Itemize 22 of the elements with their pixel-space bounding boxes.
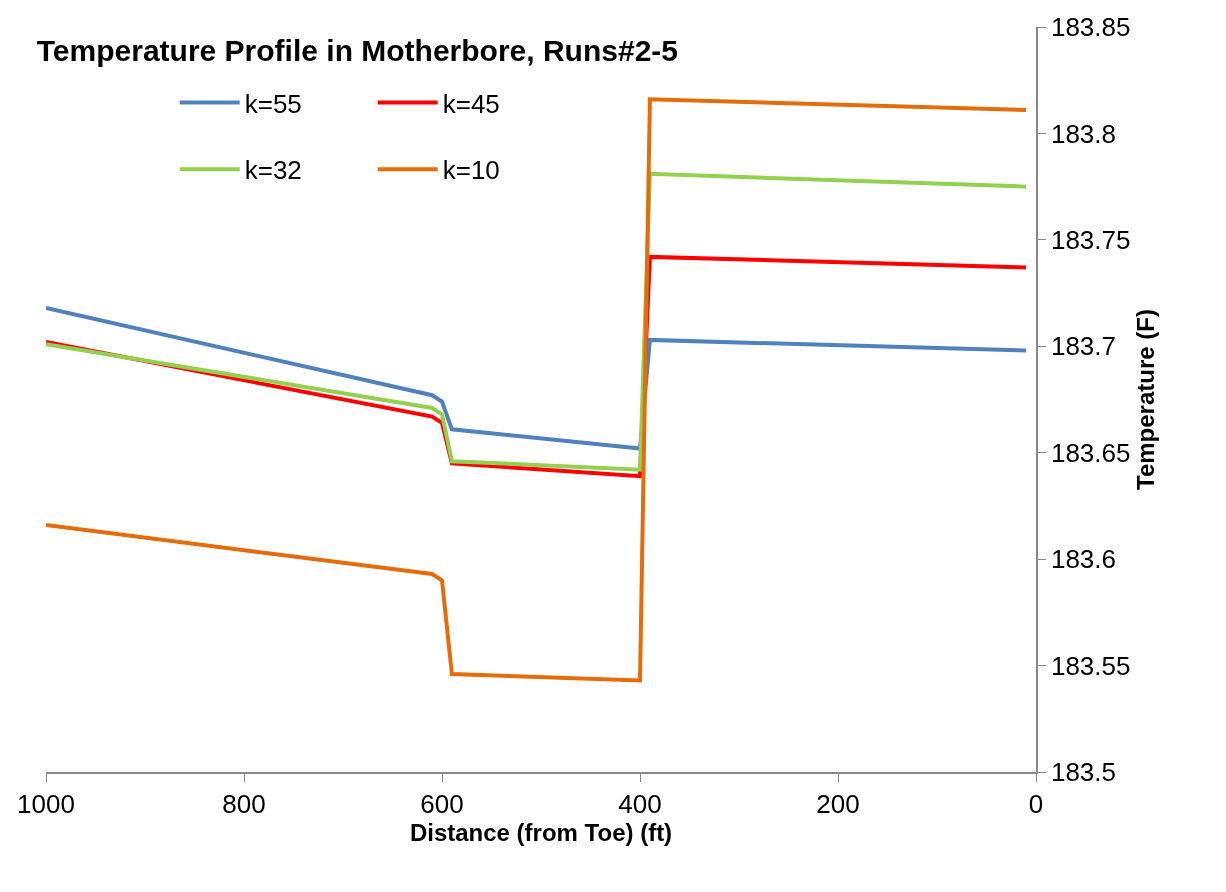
x-tick-label: 400	[618, 788, 662, 819]
y-tick-label: 183.6	[1050, 544, 1117, 575]
x-tick-label: 1000	[17, 788, 75, 819]
legend-label: k=10	[442, 155, 500, 186]
y-tick-label: 183.85	[1050, 12, 1131, 43]
y-tick-label: 183.75	[1050, 224, 1131, 255]
x-tick-label: 200	[816, 788, 860, 819]
chart-title: Temperature Profile in Motherbore, Runs#2-5	[36, 34, 679, 68]
x-tick-label: 0	[1028, 788, 1044, 819]
x-tick-label: 800	[222, 788, 266, 819]
x-axis-title: Distance (from Toe) (ft)	[409, 818, 673, 846]
legend-label: k=32	[244, 155, 302, 186]
legend-label: k=45	[442, 88, 500, 119]
y-tick-label: 183.55	[1050, 650, 1131, 681]
line-series	[46, 305, 1029, 451]
y-tick-label: 183.8	[1050, 118, 1117, 149]
y-tick-label: 183.7	[1050, 331, 1117, 362]
x-tick-label: 600	[420, 788, 464, 819]
y-axis-title: Temperature (F)	[1132, 309, 1160, 490]
y-tick-label: 183.5	[1050, 757, 1117, 788]
y-tick-label: 183.65	[1050, 437, 1131, 468]
legend-label: k=55	[244, 88, 302, 119]
